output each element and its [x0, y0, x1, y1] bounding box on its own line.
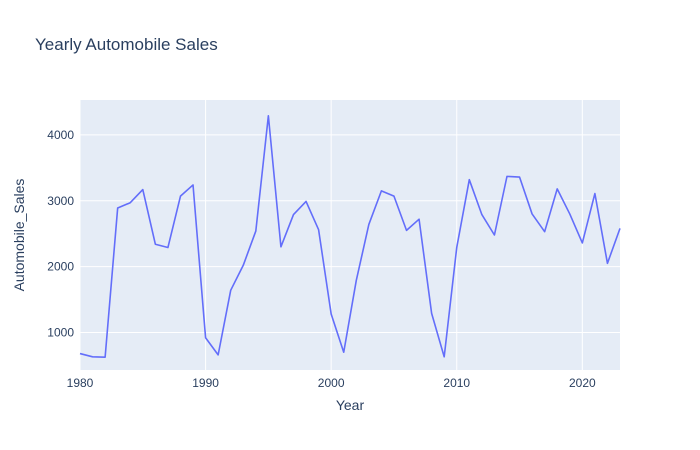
x-tick-labels: 1980 1990 2000 2010 2020 [67, 376, 596, 390]
y-tick-label: 3000 [47, 194, 74, 208]
y-axis-title: Automobile_Sales [11, 179, 27, 292]
plot-area [80, 100, 620, 370]
y-tick-label: 2000 [47, 260, 74, 274]
x-tick-label: 2020 [569, 376, 596, 390]
y-tick-label: 4000 [47, 128, 74, 142]
x-tick-label: 2000 [318, 376, 345, 390]
x-tick-label: 1990 [192, 376, 219, 390]
x-axis-title: Year [336, 397, 365, 413]
chart-title: Yearly Automobile Sales [35, 35, 218, 54]
y-tick-label: 1000 [47, 325, 74, 339]
x-tick-label: 2010 [443, 376, 470, 390]
y-tick-labels: 1000 2000 3000 4000 [47, 128, 74, 340]
x-gridlines [79, 100, 583, 370]
y-gridlines [80, 134, 620, 333]
x-tick-label: 1980 [67, 376, 94, 390]
series-line [79, 115, 621, 358]
